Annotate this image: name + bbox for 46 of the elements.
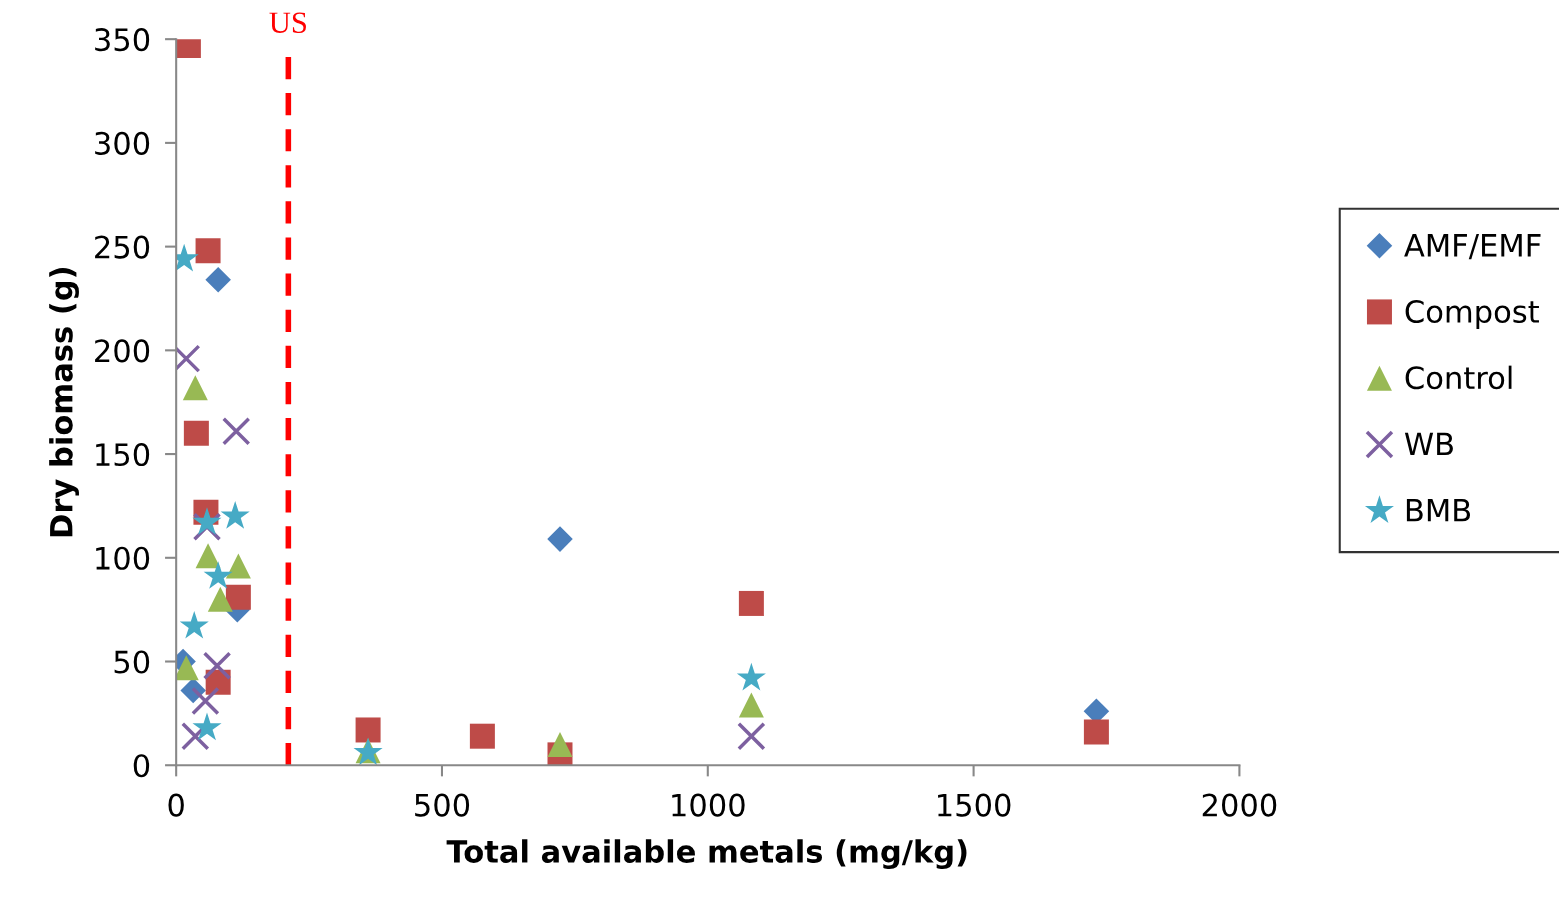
point xyxy=(220,501,250,529)
y-tick-label: 300 xyxy=(95,131,150,155)
point xyxy=(191,686,220,716)
point xyxy=(182,375,208,401)
point xyxy=(469,723,495,749)
y-tick-label: 100 xyxy=(96,546,150,570)
ref-line-label: US xyxy=(269,12,306,33)
point xyxy=(179,610,209,639)
point xyxy=(738,590,764,616)
y-tick-label: 0 xyxy=(133,754,150,778)
y-tick-label: 200 xyxy=(95,339,150,363)
point xyxy=(222,417,251,446)
legend-label: BMB xyxy=(1406,499,1471,522)
x-tick-label: 0 xyxy=(168,793,184,817)
y-tick-label: 350 xyxy=(95,28,150,52)
point xyxy=(195,238,221,264)
legend-label: Control xyxy=(1405,365,1512,390)
x-tick-label: 500 xyxy=(415,793,470,817)
legend-label: WB xyxy=(1404,432,1453,456)
point xyxy=(225,553,251,579)
point xyxy=(192,712,222,741)
point xyxy=(736,662,766,691)
point xyxy=(225,584,251,610)
y-axis-title: Dry biomass (g) xyxy=(49,268,79,537)
x-tick-label: 1500 xyxy=(938,793,1011,817)
x-tick-label: 2000 xyxy=(1202,793,1277,817)
point xyxy=(547,526,573,552)
point xyxy=(207,586,233,612)
y-tick-label: 250 xyxy=(95,235,150,259)
y-tick-label: 150 xyxy=(96,443,150,467)
point xyxy=(355,717,381,743)
point xyxy=(738,692,764,718)
point xyxy=(205,267,231,293)
x-tick-label: 1000 xyxy=(672,793,745,817)
point xyxy=(547,732,573,757)
point xyxy=(192,507,222,535)
point xyxy=(202,651,232,680)
point xyxy=(203,561,233,589)
point xyxy=(737,721,766,751)
x-axis-title: Total available metals (mg/kg) xyxy=(446,839,967,870)
point xyxy=(1083,719,1109,745)
legend-label: AMF/EMF xyxy=(1404,234,1541,260)
y-tick-label: 50 xyxy=(114,650,150,674)
point xyxy=(183,420,209,446)
point xyxy=(195,543,221,569)
legend-label: Compost xyxy=(1405,299,1539,329)
